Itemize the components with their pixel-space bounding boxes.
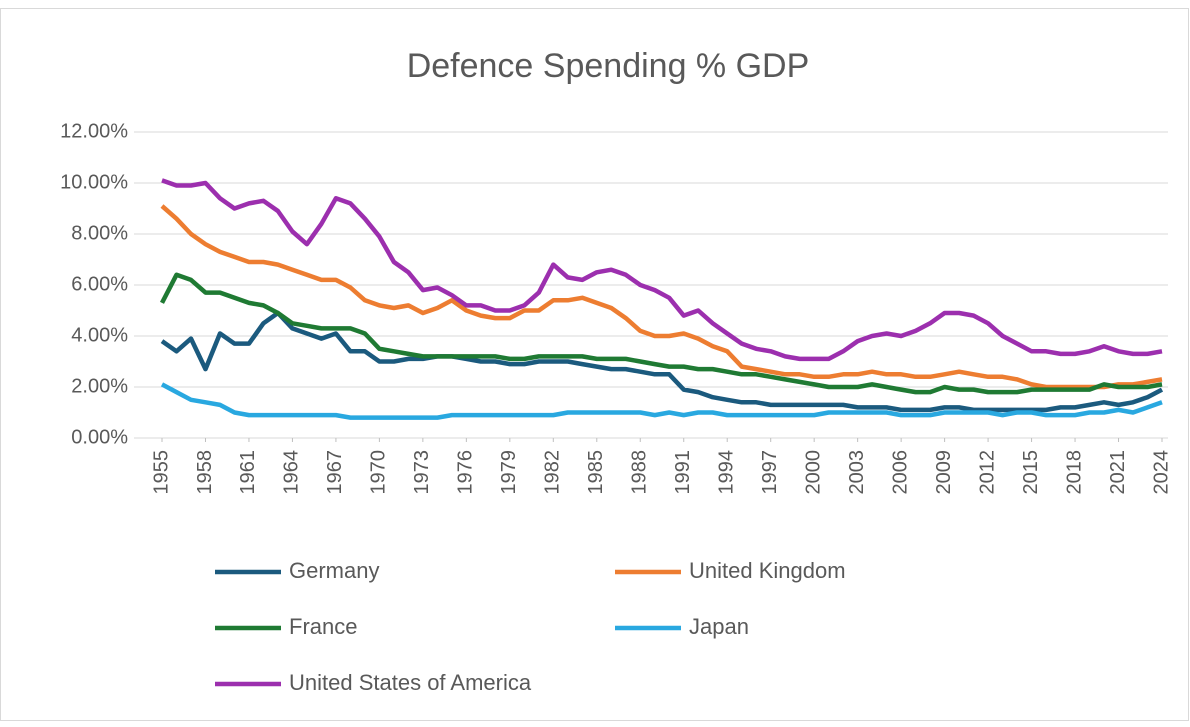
y-tick-label: 8.00% bbox=[71, 222, 128, 244]
x-tick-label: 1955 bbox=[150, 450, 172, 495]
x-tick-label: 1982 bbox=[542, 450, 564, 495]
y-tick-label: 10.00% bbox=[60, 171, 128, 193]
x-tick-label: 1961 bbox=[237, 450, 259, 495]
x-tick-label: 2018 bbox=[1063, 450, 1085, 495]
y-tick-label: 6.00% bbox=[71, 273, 128, 295]
series-line bbox=[161, 178, 1163, 362]
y-tick-label: 12.00% bbox=[60, 120, 128, 142]
x-tick-label: 1979 bbox=[498, 450, 520, 495]
x-tick-label: 1967 bbox=[324, 450, 346, 495]
y-tick-label: 2.00% bbox=[71, 375, 128, 397]
x-tick-label: 1976 bbox=[455, 450, 477, 495]
chart-title: Defence Spending % GDP bbox=[407, 47, 810, 85]
x-tick-label: 2012 bbox=[976, 450, 998, 495]
x-tick-label: 2024 bbox=[1150, 450, 1172, 495]
x-tick-label: 1958 bbox=[194, 450, 216, 495]
legend-label: United States of America bbox=[289, 670, 532, 695]
legend-label: Germany bbox=[289, 558, 379, 583]
x-tick-label: 1988 bbox=[629, 450, 651, 495]
x-tick-label: 2000 bbox=[802, 450, 824, 495]
series-line bbox=[160, 204, 1163, 390]
series-line bbox=[160, 382, 1163, 420]
x-tick-label: 2003 bbox=[846, 450, 868, 495]
legend-label: Japan bbox=[689, 614, 749, 639]
legend-label: France bbox=[289, 614, 357, 639]
y-tick-label: 0.00% bbox=[71, 426, 128, 448]
x-tick-label: 1985 bbox=[585, 450, 607, 495]
x-tick-label: 2015 bbox=[1020, 450, 1042, 495]
x-tick-label: 2021 bbox=[1107, 450, 1129, 495]
y-tick-label: 4.00% bbox=[71, 324, 128, 346]
x-tick-label: 2006 bbox=[889, 450, 911, 495]
x-tick-label: 1991 bbox=[672, 450, 694, 495]
series-line bbox=[160, 310, 1164, 413]
x-tick-label: 1964 bbox=[281, 450, 303, 495]
legend-label: United Kingdom bbox=[689, 558, 846, 583]
series-line bbox=[160, 272, 1163, 395]
x-tick-label: 1994 bbox=[715, 450, 737, 495]
x-tick-label: 2009 bbox=[933, 450, 955, 495]
x-tick-label: 1997 bbox=[759, 450, 781, 495]
x-tick-label: 1973 bbox=[411, 450, 433, 495]
x-tick-label: 1970 bbox=[368, 450, 390, 495]
